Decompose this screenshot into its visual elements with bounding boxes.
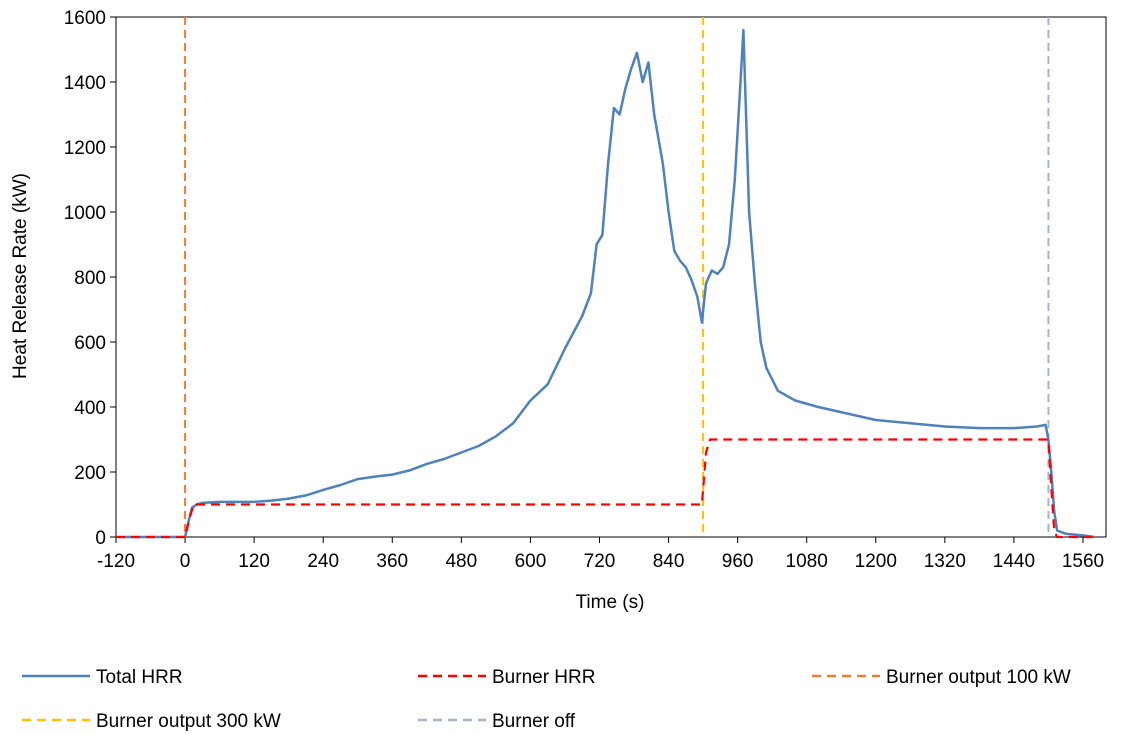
plot-area-border (115, 16, 1107, 538)
legend-label: Burner output 300 kW (96, 711, 281, 732)
x-tick-label: 240 (307, 551, 339, 572)
y-tick-label: 400 (74, 398, 106, 419)
legend-item-burner-output-300-kw: Burner output 300 kW (22, 711, 281, 732)
legend-item-burner-hrr: Burner HRR (418, 667, 595, 688)
legend-item-burner-output-100-kw: Burner output 100 kW (812, 667, 1071, 688)
x-tick-label: 1560 (1062, 551, 1104, 572)
x-tick-label: 360 (376, 551, 408, 572)
y-tick-label: 0 (95, 528, 106, 549)
x-tick-label: 1320 (924, 551, 966, 572)
x-tick-label: 720 (584, 551, 616, 572)
y-tick-label: 800 (74, 268, 106, 289)
x-tick-label: 120 (238, 551, 270, 572)
y-tick-label: 600 (74, 333, 106, 354)
series-total-hrr (116, 28, 1095, 539)
legend-item-burner-off: Burner off (418, 711, 576, 732)
series-burner-hrr (116, 438, 1095, 539)
legend-item-total-hrr: Total HRR (22, 667, 183, 688)
x-tick-label: 1080 (786, 551, 828, 572)
legend-label: Burner HRR (492, 667, 595, 688)
x-tick-label: 480 (445, 551, 477, 572)
x-tick-label: 1200 (855, 551, 897, 572)
x-tick-label: -120 (97, 551, 135, 572)
x-tick-label: 1440 (993, 551, 1035, 572)
y-tick-label: 1400 (64, 73, 106, 94)
legend-label: Burner off (492, 711, 576, 732)
legend-label: Burner output 100 kW (886, 667, 1071, 688)
y-tick-label: 1000 (64, 203, 106, 224)
y-tick-label: 1600 (64, 8, 106, 29)
x-tick-label: 960 (722, 551, 754, 572)
y-tick-label: 200 (74, 463, 106, 484)
legend-label: Total HRR (96, 667, 183, 688)
x-tick-label: 840 (653, 551, 685, 572)
x-tick-label: 600 (515, 551, 547, 572)
x-tick-label: 0 (180, 551, 191, 572)
y-axis-title: Heat Release Rate (kW) (10, 173, 31, 379)
y-tick-label: 1200 (64, 138, 106, 159)
x-axis-title: Time (s) (576, 592, 645, 613)
